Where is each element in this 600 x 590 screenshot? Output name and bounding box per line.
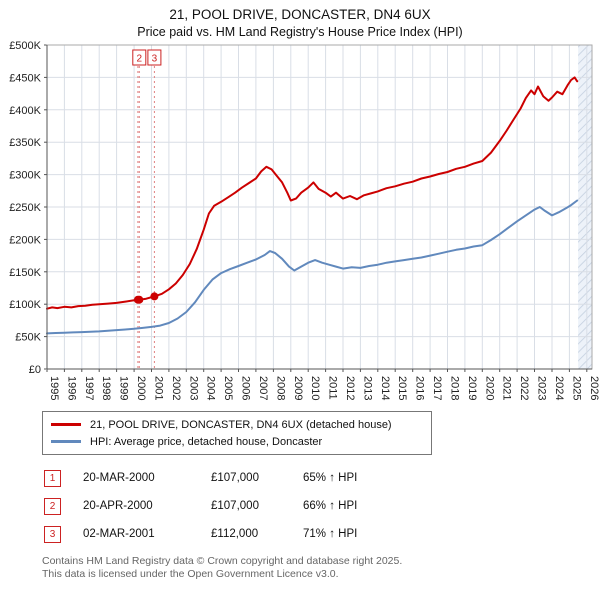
svg-text:2012: 2012 — [344, 376, 356, 400]
footer-line-1: Contains HM Land Registry data © Crown c… — [42, 555, 403, 567]
transaction-flag: 3 — [44, 525, 61, 543]
svg-text:2016: 2016 — [414, 376, 426, 400]
svg-text:1997: 1997 — [83, 376, 95, 400]
svg-text:2020: 2020 — [483, 376, 495, 400]
svg-text:2026: 2026 — [588, 376, 600, 400]
svg-text:£150K: £150K — [9, 267, 41, 279]
svg-text:2018: 2018 — [449, 376, 461, 400]
svg-text:2024: 2024 — [553, 376, 565, 400]
transaction-price: £112,000 — [211, 528, 259, 540]
transaction-flag: 1 — [44, 469, 61, 487]
transaction-hpi: 65% ↑ HPI — [303, 472, 358, 484]
transaction-flag: 2 — [44, 497, 61, 515]
transaction-row: 1 20-MAR-2000 £107,000 65% ↑ HPI — [44, 464, 600, 492]
svg-text:£100K: £100K — [9, 299, 41, 311]
svg-text:2: 2 — [137, 54, 143, 65]
legend-label: HPI: Average price, detached house, Donc… — [90, 435, 323, 448]
property-line-swatch — [51, 423, 81, 426]
hpi-line-swatch — [51, 440, 81, 443]
svg-text:2025: 2025 — [570, 376, 582, 400]
svg-text:2001: 2001 — [153, 376, 165, 400]
price-chart: 1995 1996 1997 1998 1999 2000 2001 2002 2003 2004… — [9, 40, 600, 400]
transaction-price: £107,000 — [211, 500, 259, 512]
svg-text:2011: 2011 — [327, 376, 339, 400]
svg-text:2004: 2004 — [205, 376, 217, 400]
svg-text:2021: 2021 — [501, 376, 513, 400]
svg-text:2005: 2005 — [222, 376, 234, 400]
license-footer: Contains HM Land Registry data © Crown c… — [42, 555, 600, 581]
svg-text:2022: 2022 — [518, 376, 530, 400]
svg-text:£50K: £50K — [15, 332, 41, 344]
svg-text:2000: 2000 — [135, 376, 147, 400]
svg-text:2013: 2013 — [361, 376, 373, 400]
chart-legend: 21, POOL DRIVE, DONCASTER, DN4 6UX (deta… — [42, 411, 432, 455]
svg-text:1999: 1999 — [118, 376, 130, 400]
svg-text:3: 3 — [152, 54, 158, 65]
svg-text:£350K: £350K — [9, 137, 41, 149]
svg-text:1995: 1995 — [48, 376, 60, 400]
legend-label: 21, POOL DRIVE, DONCASTER, DN4 6UX (deta… — [90, 418, 392, 431]
svg-text:2023: 2023 — [536, 376, 548, 400]
transaction-row: 2 20-APR-2000 £107,000 66% ↑ HPI — [44, 492, 600, 520]
chart-header: 21, POOL DRIVE, DONCASTER, DN4 6UX Price… — [0, 0, 600, 39]
footer-line-2: This data is licensed under the Open Gov… — [42, 568, 339, 580]
chart-subtitle: Price paid vs. HM Land Registry's House … — [137, 25, 463, 39]
svg-text:£200K: £200K — [9, 234, 41, 246]
transaction-row: 3 02-MAR-2001 £112,000 71% ↑ HPI — [44, 520, 600, 548]
transaction-hpi: 71% ↑ HPI — [303, 528, 358, 540]
transaction-date: 20-MAR-2000 — [83, 472, 155, 484]
svg-text:2007: 2007 — [257, 376, 269, 400]
svg-text:1998: 1998 — [100, 376, 112, 400]
legend-item-property: 21, POOL DRIVE, DONCASTER, DN4 6UX (deta… — [51, 416, 423, 433]
svg-text:£0: £0 — [29, 364, 41, 376]
svg-text:£300K: £300K — [9, 170, 41, 182]
svg-text:2019: 2019 — [466, 376, 478, 400]
chart-title: 21, POOL DRIVE, DONCASTER, DN4 6UX — [169, 7, 431, 22]
svg-text:2009: 2009 — [292, 376, 304, 400]
transaction-hpi: 66% ↑ HPI — [303, 500, 358, 512]
transaction-table: 1 20-MAR-2000 £107,000 65% ↑ HPI 2 20-AP… — [44, 464, 600, 548]
svg-text:2006: 2006 — [240, 376, 252, 400]
svg-text:2008: 2008 — [274, 376, 286, 400]
transaction-date: 02-MAR-2001 — [83, 528, 155, 540]
svg-text:£450K: £450K — [9, 72, 41, 84]
svg-text:2017: 2017 — [431, 376, 443, 400]
svg-text:£400K: £400K — [9, 105, 41, 117]
svg-text:2010: 2010 — [309, 376, 321, 400]
svg-text:£500K: £500K — [9, 40, 41, 52]
svg-text:1996: 1996 — [65, 376, 77, 400]
legend-item-hpi: HPI: Average price, detached house, Donc… — [51, 433, 423, 450]
svg-text:2002: 2002 — [170, 376, 182, 400]
svg-text:£250K: £250K — [9, 202, 41, 214]
transaction-date: 20-APR-2000 — [83, 500, 153, 512]
transaction-price: £107,000 — [211, 472, 259, 484]
svg-text:2015: 2015 — [396, 376, 408, 400]
svg-text:2003: 2003 — [187, 376, 199, 400]
svg-text:2014: 2014 — [379, 376, 391, 400]
